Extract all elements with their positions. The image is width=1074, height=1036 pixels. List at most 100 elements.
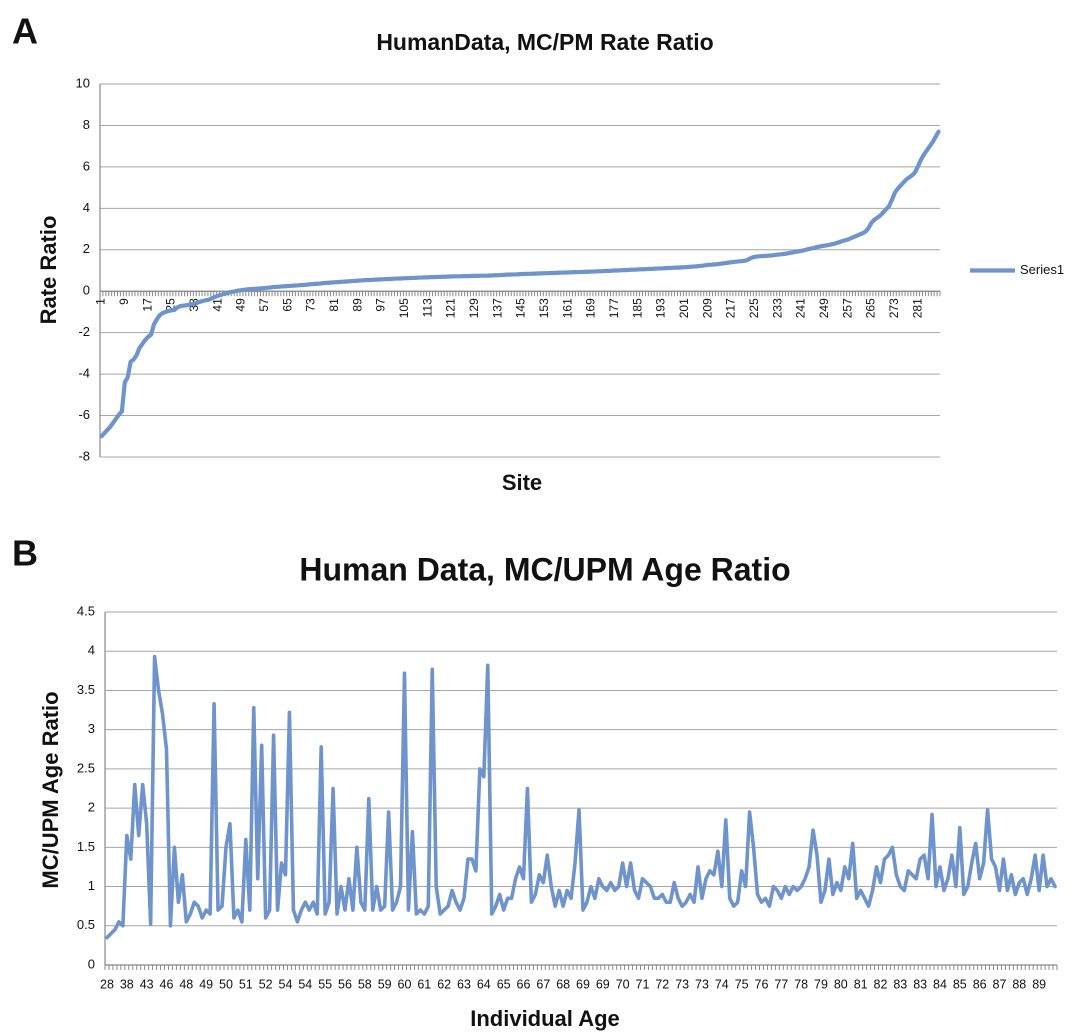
chart-title: HumanData, MC/PM Rate Ratio bbox=[376, 29, 713, 55]
y-tick-label: 4 bbox=[83, 200, 90, 215]
x-tick-label: 81 bbox=[854, 977, 868, 991]
x-tick-label: 49 bbox=[199, 977, 213, 991]
x-tick-label: 1 bbox=[94, 298, 108, 305]
panel-label: B bbox=[12, 533, 38, 574]
y-axis-title: Rate Ratio bbox=[36, 216, 61, 325]
y-tick-label: 8 bbox=[83, 117, 90, 132]
x-tick-label: 72 bbox=[655, 977, 669, 991]
x-tick-label: 209 bbox=[700, 298, 714, 318]
y-tick-label: 1.5 bbox=[77, 839, 95, 854]
x-tick-label: 54 bbox=[279, 977, 293, 991]
x-tick-label: 43 bbox=[140, 977, 154, 991]
x-tick-label: 52 bbox=[259, 977, 273, 991]
x-tick-label: 54 bbox=[298, 977, 312, 991]
x-tick-label: 41 bbox=[210, 298, 224, 312]
x-tick-label: 233 bbox=[770, 298, 784, 318]
x-tick-label: 51 bbox=[239, 977, 253, 991]
x-tick-label: 87 bbox=[993, 977, 1007, 991]
x-axis-title: Site bbox=[502, 470, 542, 495]
x-tick-label: 185 bbox=[630, 298, 644, 318]
x-tick-label: 38 bbox=[120, 977, 134, 991]
y-tick-label: 6 bbox=[83, 158, 90, 173]
x-tick-label: 66 bbox=[517, 977, 531, 991]
x-tick-label: 129 bbox=[467, 298, 481, 318]
x-tick-label: 49 bbox=[234, 298, 248, 312]
x-tick-label: 28 bbox=[100, 977, 114, 991]
x-tick-label: 46 bbox=[160, 977, 174, 991]
y-tick-label: 1 bbox=[88, 878, 95, 893]
x-tick-label: 89 bbox=[1032, 977, 1046, 991]
x-tick-label: 273 bbox=[887, 298, 901, 318]
x-tick-label: 76 bbox=[755, 977, 769, 991]
x-tick-label: 265 bbox=[864, 298, 878, 318]
y-axis-title: MC/UPM Age Ratio bbox=[38, 691, 63, 888]
x-tick-label: 121 bbox=[444, 298, 458, 318]
x-tick-label: 79 bbox=[814, 977, 828, 991]
x-tick-label: 137 bbox=[490, 298, 504, 318]
x-tick-label: 55 bbox=[318, 977, 332, 991]
x-tick-label: 84 bbox=[933, 977, 947, 991]
y-tick-label: -4 bbox=[78, 366, 90, 381]
x-tick-label: 69 bbox=[576, 977, 590, 991]
x-tick-label: 86 bbox=[973, 977, 987, 991]
x-axis-title: Individual Age bbox=[470, 1006, 620, 1031]
x-tick-label: 169 bbox=[584, 298, 598, 318]
x-tick-label: 78 bbox=[794, 977, 808, 991]
x-tick-label: 97 bbox=[374, 298, 388, 312]
y-tick-label: 4 bbox=[88, 643, 95, 658]
x-tick-label: 63 bbox=[457, 977, 471, 991]
x-tick-label: 153 bbox=[537, 298, 551, 318]
x-tick-label: 56 bbox=[338, 977, 352, 991]
x-tick-label: 113 bbox=[420, 298, 434, 317]
x-tick-label: 9 bbox=[117, 298, 131, 305]
y-tick-label: 4.5 bbox=[77, 603, 95, 618]
x-tick-label: 64 bbox=[477, 977, 491, 991]
x-tick-label: 70 bbox=[616, 977, 630, 991]
x-tick-label: 89 bbox=[350, 298, 364, 312]
y-tick-label: 2 bbox=[88, 800, 95, 815]
data-line bbox=[105, 654, 1057, 940]
x-tick-label: 48 bbox=[179, 977, 193, 991]
legend-label: Series1 bbox=[1020, 262, 1064, 277]
x-tick-label: 73 bbox=[304, 298, 318, 312]
data-line bbox=[99, 129, 941, 439]
y-tick-label: 3.5 bbox=[77, 682, 95, 697]
x-tick-label: 71 bbox=[636, 977, 650, 991]
x-tick-label: 68 bbox=[556, 977, 570, 991]
x-tick-label: 81 bbox=[327, 298, 341, 312]
x-tick-label: 58 bbox=[358, 977, 372, 991]
x-tick-label: 75 bbox=[735, 977, 749, 991]
x-tick-label: 249 bbox=[817, 298, 831, 318]
x-tick-label: 88 bbox=[1012, 977, 1026, 991]
x-tick-label: 73 bbox=[695, 977, 709, 991]
x-tick-label: 83 bbox=[913, 977, 927, 991]
y-tick-label: 0 bbox=[88, 956, 95, 971]
y-tick-label: -6 bbox=[78, 407, 90, 422]
panel-label: A bbox=[12, 11, 38, 52]
x-tick-label: 57 bbox=[257, 298, 271, 312]
y-tick-label: 3 bbox=[88, 721, 95, 736]
x-tick-label: 65 bbox=[497, 977, 511, 991]
x-tick-label: 83 bbox=[893, 977, 907, 991]
y-tick-label: 10 bbox=[76, 75, 90, 90]
y-tick-label: -2 bbox=[78, 324, 90, 339]
x-tick-label: 177 bbox=[607, 298, 621, 318]
x-tick-label: 225 bbox=[747, 298, 761, 318]
x-tick-label: 60 bbox=[398, 977, 412, 991]
x-tick-label: 82 bbox=[874, 977, 888, 991]
chart-title: Human Data, MC/UPM Age Ratio bbox=[299, 551, 790, 587]
x-tick-label: 241 bbox=[794, 298, 808, 318]
x-tick-label: 80 bbox=[834, 977, 848, 991]
x-tick-label: 50 bbox=[219, 977, 233, 991]
y-tick-label: 0 bbox=[83, 283, 90, 298]
x-tick-label: 77 bbox=[774, 977, 788, 991]
x-tick-label: 85 bbox=[953, 977, 967, 991]
x-tick-label: 59 bbox=[378, 977, 392, 991]
x-tick-label: 67 bbox=[536, 977, 550, 991]
y-tick-label: 2.5 bbox=[77, 760, 95, 775]
y-tick-label: 0.5 bbox=[77, 917, 95, 932]
x-tick-label: 201 bbox=[677, 298, 691, 318]
x-tick-label: 62 bbox=[437, 977, 451, 991]
